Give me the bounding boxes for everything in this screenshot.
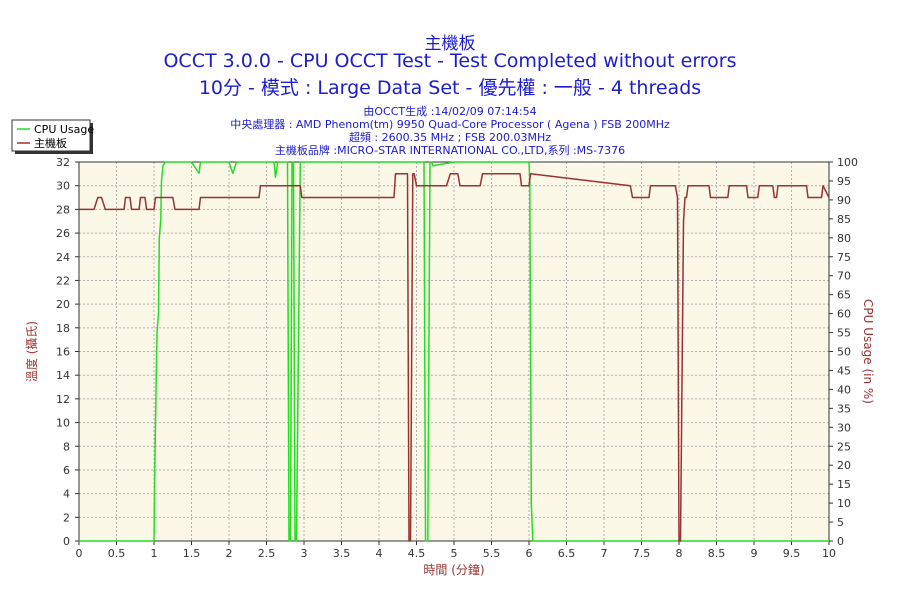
left-tick-label: 12 [56, 393, 70, 406]
right-tick-label: 5 [837, 516, 844, 529]
left-tick-label: 20 [56, 298, 70, 311]
left-tick-label: 22 [56, 274, 70, 287]
left-tick-label: 6 [63, 464, 70, 477]
right-tick-label: 50 [837, 346, 851, 359]
right-tick-label: 35 [837, 402, 851, 415]
x-tick-label: 7.5 [633, 547, 651, 560]
left-tick-label: 10 [56, 417, 70, 430]
info-overclock: 超頻 : 2600.35 MHz ; FSB 200.03MHz [348, 131, 552, 144]
x-tick-label: 5 [451, 547, 458, 560]
left-tick-label: 26 [56, 227, 70, 240]
series-line-motherboard [79, 173, 830, 542]
right-tick-label: 15 [837, 478, 851, 491]
left-tick-label: 18 [56, 322, 70, 335]
info-motherboard: 主機板品牌 :MICRO-STAR INTERNATIONAL CO.,LTD,… [274, 144, 626, 157]
left-tick-label: 0 [63, 535, 70, 548]
left-tick-label: 2 [63, 511, 70, 524]
x-tick-label: 6 [526, 547, 533, 560]
right-tick-label: 60 [837, 308, 851, 321]
legend-label-motherboard: 主機板 [34, 136, 67, 150]
left-tick-label: 24 [56, 251, 70, 264]
left-tick-label: 14 [56, 369, 70, 382]
x-tick-label: 5.5 [483, 547, 501, 560]
right-tick-label: 45 [837, 364, 851, 377]
series-line-cpu-usage [79, 161, 829, 542]
left-tick-label: 16 [56, 346, 70, 359]
legend-box [11, 119, 91, 152]
x-tick-label: 4 [376, 547, 383, 560]
x-tick-label: 4.5 [408, 547, 426, 560]
left-tick-label: 32 [56, 156, 70, 169]
left-axis-label: 溫度 (攝氏) [24, 321, 39, 382]
right-tick-label: 40 [837, 383, 851, 396]
right-tick-label: 10 [837, 497, 851, 510]
right-tick-label: 25 [837, 440, 851, 453]
x-tick-label: 3 [301, 547, 308, 560]
right-tick-label: 80 [837, 232, 851, 245]
left-tick-label: 8 [63, 440, 70, 453]
x-axis-label: 時間 (分鐘) [423, 562, 484, 577]
legend: CPU Usage 主機板 [11, 119, 94, 154]
x-tick-label: 7 [601, 547, 608, 560]
x-tick-label: 3.5 [333, 547, 351, 560]
left-tick-label: 4 [63, 488, 70, 501]
x-tick-label: 2 [226, 547, 233, 560]
x-tick-label: 9 [751, 547, 758, 560]
info-generated: 由OCCT生成 :14/02/09 07:14:54 [363, 105, 537, 118]
x-tick-label: 0.5 [108, 547, 126, 560]
right-tick-label: 75 [837, 251, 851, 264]
right-tick-label: 85 [837, 213, 851, 226]
right-tick-label: 55 [837, 327, 851, 340]
right-tick-label: 90 [837, 194, 851, 207]
x-tick-label: 1.5 [183, 547, 201, 560]
right-tick-label: 0 [837, 535, 844, 548]
x-axis-ticks: 0 0.5 1 1.5 2 2.5 3 3.5 4 4.5 5 5.5 6 6.5 7 7.5 8 8.5 9 9.5… [76, 541, 836, 560]
x-tick-label: 2.5 [258, 547, 276, 560]
chart-subtitle-2: 10分 - 模式 : Large Data Set - 優先權 : 一般 - 4… [198, 77, 702, 99]
chart-title: 主機板 [424, 34, 476, 54]
x-tick-label: 10 [822, 547, 836, 560]
right-tick-label: 100 [837, 156, 858, 169]
right-tick-label: 95 [837, 175, 851, 188]
x-tick-label: 6.5 [558, 547, 576, 560]
x-tick-label: 8 [676, 547, 683, 560]
x-tick-label: 0 [76, 547, 83, 560]
left-tick-label: 28 [56, 203, 70, 216]
x-tick-label: 1 [151, 547, 158, 560]
chart-subtitle-1: OCCT 3.0.0 - CPU OCCT Test - Test Comple… [163, 50, 737, 72]
legend-label-cpu-usage: CPU Usage [34, 123, 94, 136]
right-axis-ticks: 0 5 10 15 20 25 30 35 40 45 50 55 60 65 70 75 80 85 90 95 10… [829, 156, 858, 548]
x-tick-label: 9.5 [783, 547, 801, 560]
right-tick-label: 20 [837, 459, 851, 472]
right-tick-label: 30 [837, 421, 851, 434]
series-lines [79, 161, 830, 542]
right-axis-label: CPU Usage (in %) [861, 299, 875, 404]
x-tick-label: 8.5 [708, 547, 726, 560]
info-cpu: 中央處理器 : AMD Phenom(tm) 9950 Quad-Core Pr… [230, 118, 670, 131]
left-tick-label: 30 [56, 180, 70, 193]
right-tick-label: 70 [837, 270, 851, 283]
right-tick-label: 65 [837, 289, 851, 302]
